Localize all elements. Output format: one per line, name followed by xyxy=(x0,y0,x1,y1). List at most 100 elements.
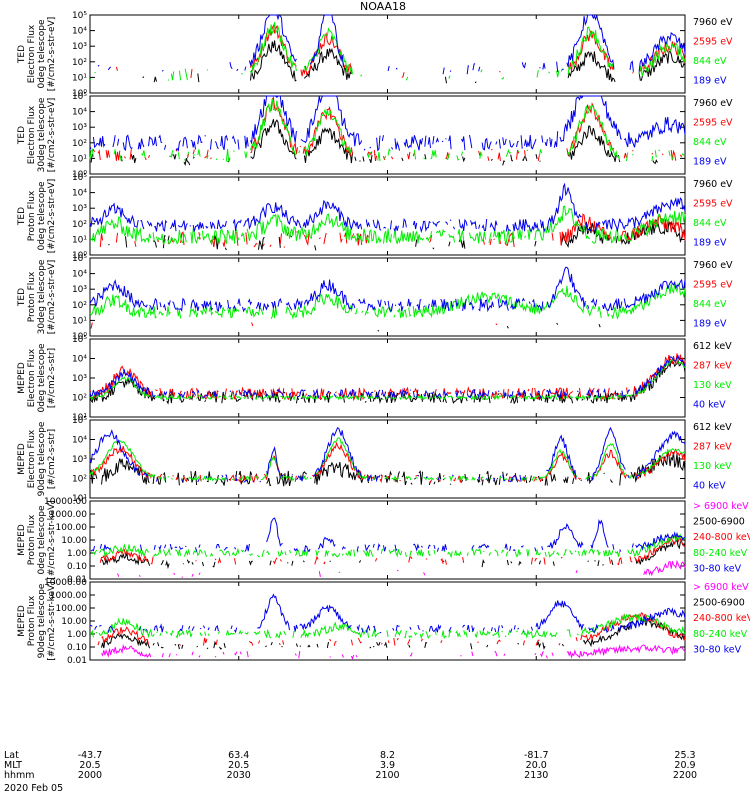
legend-entry: 80-240 keV xyxy=(693,548,748,559)
series-trace-3 xyxy=(89,205,686,246)
y-axis-label-line: [#/cm2-s-str-eV] xyxy=(47,260,57,335)
y-tick-label: 10⁵ xyxy=(72,92,87,102)
legend-entry: 130 keV xyxy=(693,380,732,391)
legend-entry: 30-80 keV xyxy=(693,644,742,655)
series-trace-5 xyxy=(90,517,686,553)
y-axis-label-line: MEPED xyxy=(17,524,27,556)
y-tick-label: 10⁴ xyxy=(72,27,87,37)
y-tick-label: 10⁵ xyxy=(72,11,87,21)
y-tick-label: 10¹ xyxy=(72,235,87,245)
series-trace-1 xyxy=(378,323,652,331)
legend-entry: 287 keV xyxy=(693,442,732,453)
legend-entry: 40 keV xyxy=(693,481,726,492)
y-tick-label: 0.01 xyxy=(67,656,87,666)
y-axis-label-line: 30deg telescope xyxy=(37,97,47,172)
panel-6: 10¹ 10² 10³ 10⁴ 10⁵ MEPEDElectron Flux90deg t… xyxy=(17,416,732,504)
series-trace-1 xyxy=(117,559,686,578)
legend-entry: 612 keV xyxy=(693,422,732,433)
footer-lat-value: -43.7 xyxy=(78,750,103,761)
series-trace-3 xyxy=(89,98,685,162)
legend-entry: 80-240 keV xyxy=(693,629,748,640)
legend-entry: 7960 eV xyxy=(693,179,733,190)
y-tick-label: 1.00 xyxy=(67,549,87,559)
y-tick-label: 10³ xyxy=(72,455,87,465)
panel-frame xyxy=(89,95,686,175)
y-axis-label: TEDProton Flux0deg telescope[#/cm2-s-str… xyxy=(17,179,57,254)
legend-entry: > 6900 keV xyxy=(693,501,749,512)
y-axis-label-line: 90deg telescope xyxy=(37,583,47,658)
y-axis-label-line: MEPED xyxy=(17,605,27,637)
y-tick-label: 10² xyxy=(72,58,87,68)
series-trace-4 xyxy=(92,533,686,559)
y-tick-label: 10⁴ xyxy=(72,108,87,118)
legend-entry: 844 eV xyxy=(693,218,727,229)
legend-entry: 7960 eV xyxy=(693,98,733,109)
y-tick-label: 10² xyxy=(72,139,87,149)
y-tick-label: 10³ xyxy=(72,204,87,214)
legend-entry: 189 eV xyxy=(693,319,727,330)
footer-mlt-value: 20.5 xyxy=(79,760,100,771)
series-trace-4 xyxy=(89,266,686,313)
y-axis-label-line: MEPED xyxy=(17,362,27,394)
y-axis-label-line: MEPED xyxy=(17,443,27,475)
y-tick-label: 1.00 xyxy=(67,630,87,640)
y-axis-label: TEDProton Flux30deg telescope[#/cm2-s-st… xyxy=(17,259,57,334)
y-axis-label-line: [#/cm2-s-str-eV] xyxy=(47,179,57,254)
y-axis-label-line: TED xyxy=(17,288,27,307)
y-tick-label: 10³ xyxy=(72,123,87,133)
series-trace-4 xyxy=(89,426,686,483)
series-trace-3 xyxy=(89,437,686,483)
y-tick-label: 10³ xyxy=(72,374,87,384)
legend-entry: 30-80 keV xyxy=(693,563,742,574)
series-trace-4 xyxy=(97,14,686,75)
series-trace-2 xyxy=(91,323,678,329)
panel-frame xyxy=(89,338,686,418)
y-tick-label: 100.00 xyxy=(56,604,88,614)
y-tick-label: 100.00 xyxy=(56,523,88,533)
y-tick-label: 1000.00 xyxy=(50,591,87,601)
y-axis-label: MEPEDElectron Flux0deg telescope[#/cm2-s… xyxy=(17,343,57,413)
y-tick-label: 10⁴ xyxy=(72,436,87,446)
series-trace-4 xyxy=(89,182,686,234)
y-tick-label: 0.10 xyxy=(67,643,87,653)
y-axis-label-line: TED xyxy=(17,126,27,145)
footer-hhmm-value: 2200 xyxy=(673,770,697,781)
y-axis-label-line: Proton Flux xyxy=(27,595,37,646)
y-tick-label: 10³ xyxy=(72,285,87,295)
legend-entry: 130 keV xyxy=(693,461,732,472)
y-tick-label: 10¹ xyxy=(72,316,87,326)
y-tick-label: 10¹ xyxy=(72,413,87,423)
panel-1: 10⁰ 10¹ 10² 10³ 10⁴ 10⁵ TEDElectron Flux0deg t… xyxy=(17,11,733,99)
y-axis-label-line: 0deg telescope xyxy=(37,19,47,89)
series-trace-2 xyxy=(115,23,686,79)
y-tick-label: 10000.00 xyxy=(44,578,87,588)
y-axis-label-line: [#/cm2-s-str-keV] xyxy=(47,500,57,579)
y-tick-label: 10¹ xyxy=(72,494,87,504)
y-axis-label-line: Proton Flux xyxy=(27,190,37,241)
legend-entry: 7960 eV xyxy=(693,260,733,271)
y-axis-label-line: [#/cm2-s-str-eV] xyxy=(47,17,57,92)
legend-entry: 7960 eV xyxy=(693,17,733,28)
panel-frame xyxy=(89,419,686,499)
legend-entry: 2500-6900 xyxy=(693,517,745,528)
footer-date: 2020 Feb 05 xyxy=(4,783,63,794)
y-axis-label-line: [#/cm2-s-str-keV] xyxy=(47,581,57,660)
y-axis-label: MEPEDProton Flux0deg telescope[#/cm2-s-s… xyxy=(17,500,57,579)
footer-hhmm-value: 2100 xyxy=(375,770,399,781)
y-tick-label: 0.10 xyxy=(67,562,87,572)
series-trace-1 xyxy=(101,643,686,660)
series-trace-2 xyxy=(89,441,686,484)
panel-7: 0.010.101.0010.00100.001000.0010000.00ME… xyxy=(17,497,750,585)
y-tick-label: 10⁰ xyxy=(72,332,87,342)
footer-mlt-value: 20.0 xyxy=(526,760,547,771)
panel-2: 10⁰ 10¹ 10² 10³ 10⁴ 10⁵ TEDElectron Flux30deg … xyxy=(17,92,733,180)
y-tick-label: 10⁵ xyxy=(72,173,87,183)
y-axis-label-line: Proton Flux xyxy=(27,271,37,322)
y-tick-label: 10000.00 xyxy=(44,497,87,507)
y-axis-label: MEPEDElectron Flux90deg telescope[#/cm2-… xyxy=(17,421,57,496)
y-tick-label: 10⁵ xyxy=(72,254,87,264)
legend-entry: 2595 eV xyxy=(693,37,733,48)
y-tick-label: 10² xyxy=(72,394,87,404)
